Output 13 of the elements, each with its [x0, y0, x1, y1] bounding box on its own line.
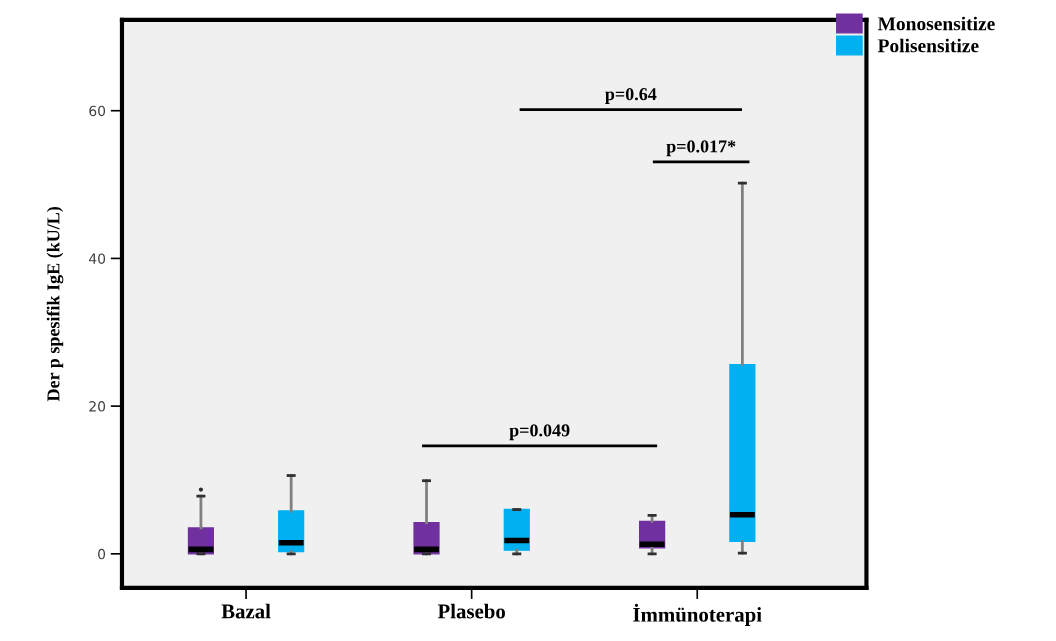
y-tick-label: 40: [89, 253, 106, 264]
annotation: p=0.049: [509, 424, 570, 441]
y-axis-title: Der p spesifik IgE (kU/L): [46, 206, 64, 402]
y-tick-label: 20: [89, 401, 106, 412]
x-tick-label: Plasebo: [437, 603, 505, 619]
x-tick-label: Bazal: [221, 603, 271, 619]
x-tick-label: İmmünoterapi: [633, 603, 762, 626]
y-tick-label: 0: [98, 548, 106, 560]
y-tick-label: 60: [89, 105, 106, 117]
annotation: p=0.64: [605, 88, 657, 104]
annotation: p=0.017*: [666, 140, 736, 157]
legend-label: Polisensitize: [877, 38, 979, 53]
legend-label: Monosensitize: [877, 16, 995, 31]
